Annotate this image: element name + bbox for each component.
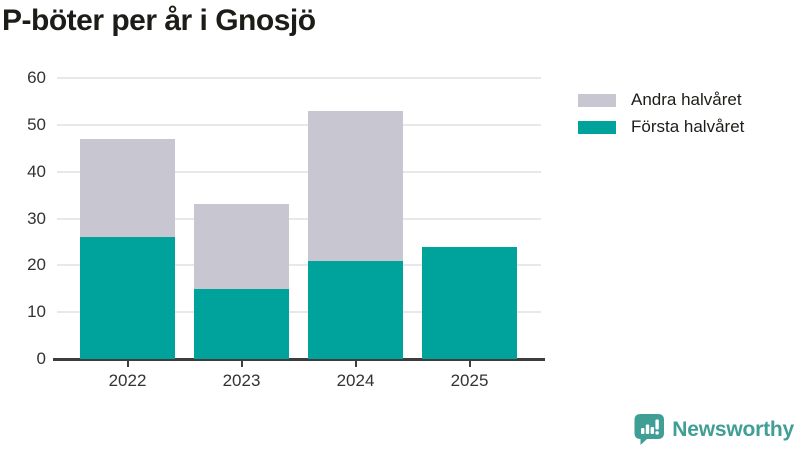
bar-2024-andra (308, 110, 403, 261)
gridline-y-50 (57, 123, 541, 126)
x-tick-label-2022: 2022 (108, 371, 147, 390)
gridline-y-20 (57, 264, 541, 267)
newsworthy-logo-icon (634, 414, 665, 445)
legend-swatch-andra-halvaret (578, 93, 616, 107)
y-tick-label: 10 (27, 302, 46, 322)
x-tick-label-2024: 2024 (336, 371, 375, 390)
gridline-y-30 (57, 217, 541, 220)
x-tick-mark (468, 360, 471, 367)
y-tick-label: 60 (27, 68, 46, 87)
newsworthy-logo[interactable]: Newsworthy (634, 413, 794, 446)
bar-2024-forsta (308, 260, 403, 359)
bar-2023-forsta (194, 288, 289, 359)
gridline-y-40 (57, 170, 541, 173)
x-tick-mark (354, 360, 357, 367)
legend-label: Första halvåret (631, 117, 745, 136)
bar-2022-forsta (80, 237, 175, 359)
y-tick-label: 40 (27, 161, 46, 181)
legend-swatch-forsta-halvaret (578, 120, 616, 134)
gridline-y-60 (57, 77, 541, 79)
bar-2022-andra (80, 138, 175, 238)
bar-2023-andra (194, 204, 289, 289)
bar-2025-forsta (422, 246, 517, 359)
x-tick-label-2023: 2023 (222, 371, 261, 390)
chart-title: P-böter per år i Gnosjö (2, 4, 316, 37)
legend-item-forsta-halvaret[interactable]: Första halvåret (578, 117, 744, 137)
legend: Andra halvåret Första halvåret (578, 90, 744, 137)
x-axis-line (53, 357, 545, 361)
newsworthy-logo-text: Newsworthy (672, 417, 794, 441)
y-tick-label: 20 (27, 255, 46, 275)
x-tick-label-2025: 2025 (450, 371, 489, 390)
y-tick-label: 30 (27, 208, 46, 228)
legend-label: Andra halvåret (631, 90, 742, 109)
legend-item-andra-halvaret[interactable]: Andra halvåret (578, 90, 744, 110)
x-tick-mark (126, 360, 129, 367)
y-tick-label: 50 (27, 114, 46, 134)
gridline-y-10 (57, 311, 541, 314)
x-tick-mark (240, 360, 243, 367)
y-tick-label: 0 (36, 349, 46, 368)
